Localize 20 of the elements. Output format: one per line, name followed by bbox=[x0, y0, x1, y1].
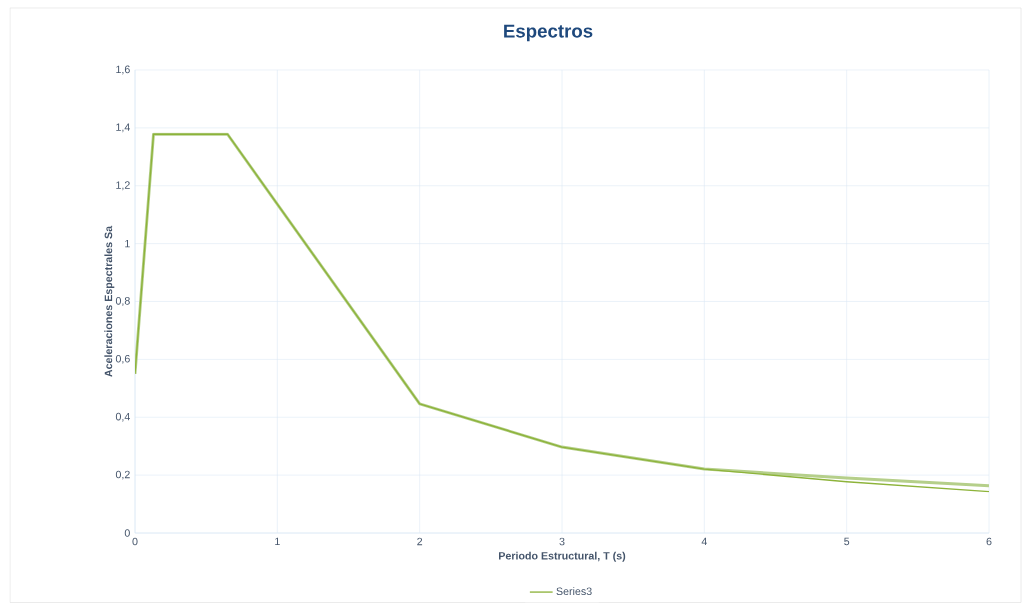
y-tick-label: 1 bbox=[125, 239, 130, 248]
x-tick-label: 4 bbox=[701, 537, 707, 546]
y-tick-label: 1,6 bbox=[116, 65, 130, 75]
y-tick-label: 0,6 bbox=[115, 354, 130, 364]
y-tick-label: 1,2 bbox=[116, 181, 130, 191]
y-tick-label: 1,4 bbox=[116, 123, 130, 133]
x-tick-label: 3 bbox=[559, 537, 565, 546]
y-tick-label: 0 bbox=[124, 529, 130, 537]
x-tick-label: 0 bbox=[132, 537, 138, 546]
y-tick-label: 0,2 bbox=[115, 470, 130, 480]
x-tick-label: 2 bbox=[417, 537, 423, 546]
y-axis-title: Aceleraciones Espectrales Sa bbox=[104, 225, 115, 377]
legend-label: Series3 bbox=[556, 587, 592, 596]
chart-title: Espectros bbox=[504, 24, 593, 42]
y-tick-label: 0,8 bbox=[115, 297, 130, 306]
x-axis-title: Periodo Estructural, T (s) bbox=[499, 551, 626, 562]
y-tick-label: 0,4 bbox=[115, 412, 130, 422]
x-tick-label: 6 bbox=[986, 537, 992, 546]
x-tick-label: 1 bbox=[275, 537, 280, 546]
x-tick-label: 5 bbox=[844, 537, 850, 546]
